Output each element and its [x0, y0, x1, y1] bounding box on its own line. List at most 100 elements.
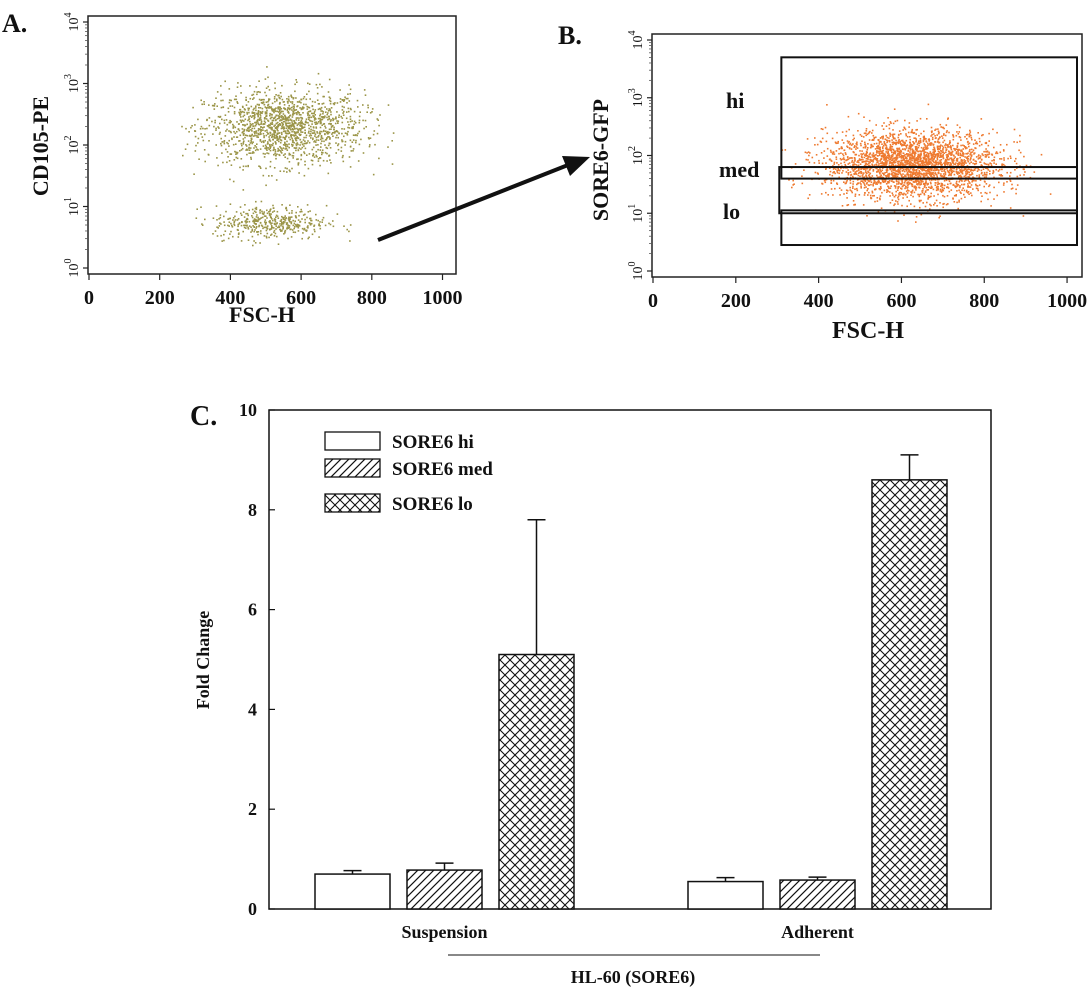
event-dot: [933, 174, 935, 177]
event-dot: [287, 98, 290, 100]
event-dot: [284, 115, 286, 118]
event-dot: [944, 144, 946, 147]
event-dot: [290, 136, 292, 138]
event-dot: [860, 155, 863, 157]
event-dot: [832, 194, 834, 196]
event-dot: [906, 187, 908, 189]
event-dot: [318, 236, 320, 238]
event-dot: [326, 152, 328, 155]
event-dot: [305, 120, 307, 122]
event-dot: [906, 160, 909, 162]
event-dot: [297, 123, 299, 125]
event-dot: [923, 151, 926, 153]
event-dot: [883, 143, 886, 145]
event-dot: [865, 154, 867, 157]
event-dot: [224, 230, 227, 232]
event-dot: [998, 181, 1000, 184]
event-dot: [916, 158, 918, 160]
event-dot: [881, 152, 883, 155]
event-dot: [889, 143, 892, 146]
event-dot: [343, 110, 345, 113]
event-dot: [353, 110, 356, 113]
event-dot: [243, 224, 245, 227]
event-dot: [297, 137, 299, 140]
event-dot: [903, 184, 906, 186]
event-dot: [367, 106, 369, 109]
event-dot: [296, 142, 299, 144]
event-dot: [976, 174, 978, 177]
event-dot: [854, 193, 857, 196]
event-dot: [341, 109, 344, 111]
event-dot: [968, 171, 971, 174]
event-dot: [936, 153, 938, 155]
event-dot: [930, 126, 933, 129]
event-dot: [319, 114, 321, 117]
event-dot: [278, 149, 280, 151]
event-dot: [874, 156, 877, 159]
event-dot: [259, 167, 262, 169]
event-dot: [335, 116, 337, 118]
y-tick-label: 4: [248, 699, 257, 719]
event-dot: [977, 189, 979, 192]
event-dot: [295, 109, 298, 111]
event-dot: [354, 122, 357, 124]
event-dot: [357, 132, 359, 135]
event-dot: [266, 109, 268, 112]
event-dot: [237, 82, 239, 84]
event-dot: [947, 144, 949, 146]
event-dot: [345, 97, 348, 100]
event-dot: [297, 143, 299, 146]
panel-c-plot-frame: [268, 409, 992, 910]
event-dot: [943, 127, 945, 130]
event-dot: [848, 128, 850, 131]
event-dot: [956, 145, 959, 147]
event-dot: [278, 111, 280, 113]
event-dot: [367, 104, 369, 107]
event-dot: [824, 179, 827, 181]
event-dot: [337, 144, 339, 147]
event-dot: [267, 132, 270, 135]
event-dot: [911, 192, 913, 194]
event-dot: [340, 146, 343, 149]
event-dot: [315, 141, 317, 143]
event-dot: [253, 97, 255, 99]
event-dot: [317, 144, 319, 146]
event-dot: [343, 225, 345, 227]
event-dot: [900, 133, 902, 135]
event-dot: [308, 130, 310, 133]
event-dot: [860, 135, 863, 137]
x-tick-label: 200: [145, 287, 175, 309]
arrow-a-to-b: [377, 156, 590, 242]
event-dot: [890, 180, 893, 182]
event-dot: [298, 224, 300, 227]
event-dot: [896, 173, 898, 175]
event-dot: [284, 232, 286, 234]
event-dot: [876, 183, 878, 185]
event-dot: [335, 142, 337, 144]
event-dot: [940, 152, 942, 155]
event-dot: [873, 194, 875, 197]
event-dot: [963, 162, 965, 164]
x-tick-label: 1000: [1047, 290, 1087, 312]
event-dot: [294, 131, 297, 134]
event-dot: [215, 144, 217, 146]
event-dot: [970, 155, 973, 157]
event-dot: [245, 104, 248, 106]
event-dot: [1013, 128, 1016, 131]
event-dot: [979, 140, 981, 143]
event-dot: [291, 101, 294, 103]
event-dot: [836, 162, 838, 164]
event-dot: [252, 151, 254, 153]
event-dot: [278, 96, 280, 99]
event-dot: [886, 171, 888, 173]
event-dot: [862, 179, 865, 181]
event-dot: [967, 168, 970, 170]
event-dot: [949, 146, 952, 149]
event-dot: [228, 99, 231, 101]
event-dot: [256, 120, 259, 123]
event-dot: [278, 103, 281, 105]
x-tick-label: 600: [886, 290, 916, 312]
event-dot: [265, 107, 268, 109]
event-dot: [889, 167, 891, 170]
event-dot: [893, 204, 895, 207]
